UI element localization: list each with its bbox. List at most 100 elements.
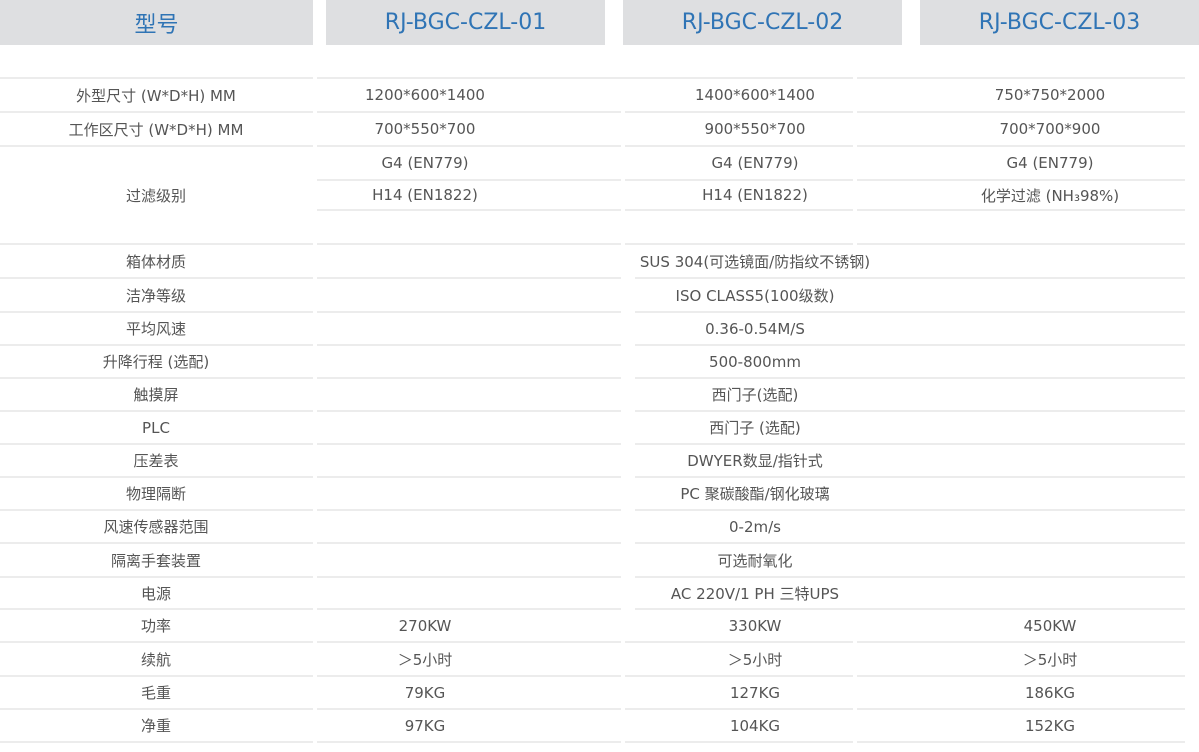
spec-label: 触摸屏 xyxy=(133,386,179,404)
row-divider xyxy=(317,476,621,478)
row-divider xyxy=(857,708,1185,710)
spec-label: 净重 xyxy=(140,717,171,735)
spec-value: 104KG xyxy=(729,716,781,735)
spec-value-merged: AC 220V/1 PH 三特UPS xyxy=(670,584,840,603)
row-divider xyxy=(317,443,621,445)
row-divider xyxy=(0,145,313,147)
row-divider xyxy=(0,741,313,743)
row-divider xyxy=(635,608,1185,610)
row-divider xyxy=(0,77,313,79)
header-model-label: 型号 xyxy=(0,0,313,45)
spec-label: 续航 xyxy=(140,650,171,669)
row-divider xyxy=(317,509,621,511)
row-divider xyxy=(625,641,853,643)
spec-value-merged: 0-2m/s xyxy=(729,517,781,536)
spec-value: 186KG xyxy=(1024,683,1076,702)
spec-label: 功率 xyxy=(140,617,171,635)
spec-value-merged: 可选耐氧化 xyxy=(717,551,793,570)
spec-value: ＞5小时 xyxy=(1022,650,1078,669)
row-divider xyxy=(857,209,1185,211)
row-divider xyxy=(317,209,621,211)
row-divider xyxy=(857,179,1185,181)
row-divider xyxy=(317,377,621,379)
row-divider xyxy=(0,277,313,279)
spec-value: H14 (EN1822) xyxy=(702,186,808,204)
row-divider xyxy=(857,641,1185,643)
spec-value: 化学过滤 (NH₃98%) xyxy=(980,186,1120,205)
row-divider xyxy=(857,675,1185,677)
spec-value: 750*750*2000 xyxy=(994,86,1106,104)
spec-label: 电源 xyxy=(140,584,171,603)
row-divider xyxy=(317,277,621,279)
spec-value: G4 (EN779) xyxy=(711,154,799,172)
row-divider xyxy=(0,410,313,412)
spec-value: 450KW xyxy=(1023,616,1077,635)
row-divider xyxy=(625,741,853,743)
spec-value: 152KG xyxy=(1024,716,1076,735)
row-divider xyxy=(0,377,313,379)
row-divider xyxy=(625,209,853,211)
spec-value-merged: 500-800mm xyxy=(709,352,801,371)
row-divider xyxy=(635,476,1185,478)
spec-label: 隔离手套装置 xyxy=(110,551,201,570)
row-divider xyxy=(625,145,853,147)
spec-value: H14 (EN1822) xyxy=(372,186,478,204)
row-divider xyxy=(317,708,621,710)
spec-value-merged: 西门子(选配) xyxy=(711,386,799,404)
row-divider xyxy=(0,675,313,677)
row-divider xyxy=(635,377,1185,379)
spec-value: 97KG xyxy=(404,716,446,735)
row-divider xyxy=(857,243,1185,245)
row-divider xyxy=(635,344,1185,346)
row-divider xyxy=(317,311,621,313)
row-divider xyxy=(317,542,621,544)
spec-label: 洁净等级 xyxy=(125,286,186,305)
row-divider xyxy=(635,443,1185,445)
row-divider xyxy=(625,243,853,245)
header-model-1: RJ-BGC-CZL-01 xyxy=(326,0,605,45)
row-divider xyxy=(317,641,621,643)
row-divider xyxy=(317,344,621,346)
spec-value: 330KW xyxy=(728,616,782,635)
row-divider xyxy=(635,509,1185,511)
row-divider xyxy=(317,77,853,79)
spec-label: PLC xyxy=(142,418,170,437)
spec-value-merged: ISO CLASS5(100级数) xyxy=(675,286,835,305)
row-divider xyxy=(635,277,1185,279)
row-divider xyxy=(635,410,1185,412)
spec-value: 900*550*700 xyxy=(704,120,806,138)
header-model-3: RJ-BGC-CZL-03 xyxy=(920,0,1199,45)
spec-value-merged: DWYER数显/指针式 xyxy=(687,452,823,470)
spec-label: 毛重 xyxy=(140,684,171,702)
spec-value: 700*550*700 xyxy=(374,120,476,138)
spec-value: 1400*600*1400 xyxy=(695,86,815,104)
row-divider xyxy=(0,243,313,245)
spec-label: 物理隔断 xyxy=(125,485,186,503)
spec-label: 箱体材质 xyxy=(125,252,186,271)
row-divider xyxy=(0,576,313,578)
row-divider xyxy=(0,443,313,445)
row-divider xyxy=(625,675,853,677)
row-divider xyxy=(857,77,1185,79)
row-divider xyxy=(857,741,1185,743)
spec-label: 升降行程 (选配) xyxy=(102,353,210,371)
spec-value-merged: 0.36-0.54M/S xyxy=(705,319,805,338)
row-divider xyxy=(317,608,621,610)
spec-value: ＞5小时 xyxy=(397,650,453,669)
spec-value: G4 (EN779) xyxy=(381,154,469,172)
spec-value: 79KG xyxy=(404,683,446,702)
spec-label: 风速传感器范围 xyxy=(103,518,209,536)
header-model-2: RJ-BGC-CZL-02 xyxy=(623,0,902,45)
row-divider xyxy=(0,509,313,511)
row-divider xyxy=(625,708,853,710)
row-divider xyxy=(625,111,853,113)
row-divider xyxy=(317,145,621,147)
spec-value: 1200*600*1400 xyxy=(365,86,485,104)
row-divider xyxy=(317,111,621,113)
row-divider xyxy=(0,344,313,346)
spec-label: 过滤级别 xyxy=(125,186,186,205)
row-divider xyxy=(635,576,1185,578)
row-divider xyxy=(625,179,853,181)
row-divider xyxy=(0,111,313,113)
row-divider xyxy=(317,410,621,412)
